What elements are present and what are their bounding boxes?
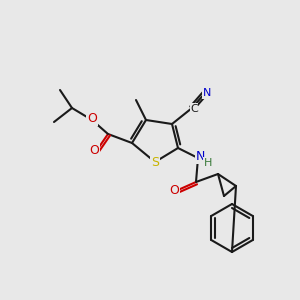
Text: C: C: [190, 104, 198, 114]
Text: S: S: [151, 155, 159, 169]
Text: O: O: [169, 184, 179, 196]
Text: N: N: [203, 88, 211, 98]
Text: O: O: [87, 112, 97, 125]
Text: N: N: [195, 151, 205, 164]
Text: O: O: [89, 143, 99, 157]
Text: H: H: [204, 158, 212, 168]
